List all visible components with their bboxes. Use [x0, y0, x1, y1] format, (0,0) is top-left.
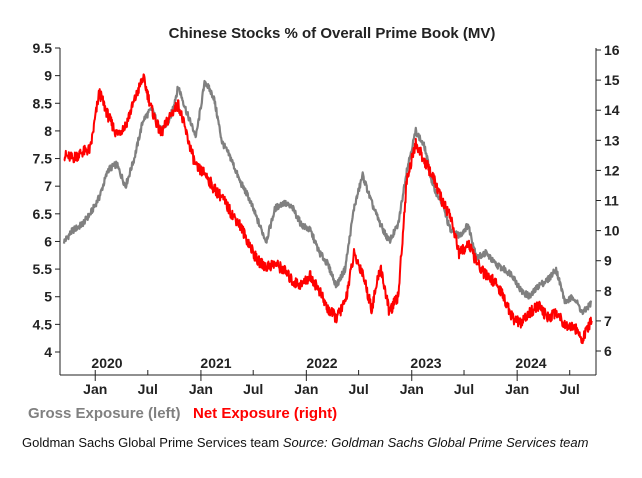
x-tick-label: Jan — [294, 381, 318, 397]
right-tick-label: 8 — [604, 283, 612, 299]
chart: Chinese Stocks % of Overall Prime Book (… — [28, 25, 620, 422]
right-tick-label: 10 — [604, 223, 620, 239]
right-tick-label: 13 — [604, 132, 620, 148]
right-tick-label: 15 — [604, 72, 620, 88]
year-label: 2021 — [200, 355, 231, 371]
left-tick-label: 6 — [44, 233, 52, 249]
year-label: 2024 — [515, 355, 546, 371]
x-tick-label: Jan — [189, 381, 213, 397]
left-tick-label: 4.5 — [33, 316, 53, 332]
right-tick-label: 7 — [604, 313, 612, 329]
left-tick-label: 7.5 — [33, 151, 53, 167]
right-axis-ticks: 6 7 8 9 10 11 12 13 14 15 16 — [596, 42, 620, 359]
x-tick-label: Jul — [560, 381, 580, 397]
x-tick-label: Jan — [505, 381, 529, 397]
gross-exposure-line — [62, 79, 593, 316]
year-label: 2020 — [91, 355, 122, 371]
legend-gross-exposure: Gross Exposure (left) — [28, 405, 181, 422]
left-tick-label: 5 — [44, 289, 52, 305]
left-tick-label: 4 — [44, 344, 52, 360]
year-labels: 2020 2021 2022 2023 2024 — [91, 355, 546, 371]
x-tick-label: Jul — [138, 381, 158, 397]
left-tick-label: 9 — [44, 68, 52, 84]
x-tick-label: Jul — [348, 381, 368, 397]
chart-title: Chinese Stocks % of Overall Prime Book (… — [169, 25, 496, 42]
legend-net-exposure: Net Exposure (right) — [193, 405, 337, 422]
x-axis-ticks: Jan Jul Jan Jul Jan Jul Jan Jul Jan Jul — [83, 370, 580, 397]
year-label: 2023 — [410, 355, 441, 371]
caption-source: Source: Goldman Sachs Global Prime Servi… — [282, 435, 589, 450]
left-tick-label: 5.5 — [33, 261, 53, 277]
left-tick-label: 9.5 — [33, 40, 53, 56]
right-tick-label: 12 — [604, 162, 620, 178]
net-exposure-line — [63, 73, 593, 345]
left-axis-ticks: 4 4.5 5 5.5 6 6.5 7 7.5 8 8.5 9 9.5 — [33, 40, 60, 360]
x-tick-label: Jan — [400, 381, 424, 397]
right-tick-label: 14 — [604, 102, 620, 118]
right-tick-label: 6 — [604, 343, 612, 359]
series-layer — [62, 73, 593, 345]
left-tick-label: 8.5 — [33, 95, 53, 111]
left-tick-label: 7 — [44, 178, 52, 194]
caption: Goldman Sachs Global Prime Services team… — [22, 434, 622, 451]
x-tick-label: Jul — [454, 381, 474, 397]
right-tick-label: 16 — [604, 42, 620, 58]
caption-team: Goldman Sachs Global Prime Services team — [22, 435, 280, 450]
left-tick-label: 6.5 — [33, 206, 53, 222]
right-tick-label: 9 — [604, 253, 612, 269]
left-tick-label: 8 — [44, 123, 52, 139]
x-tick-label: Jan — [83, 381, 107, 397]
x-tick-label: Jul — [243, 381, 263, 397]
right-tick-label: 11 — [604, 193, 619, 209]
year-label: 2022 — [306, 355, 337, 371]
